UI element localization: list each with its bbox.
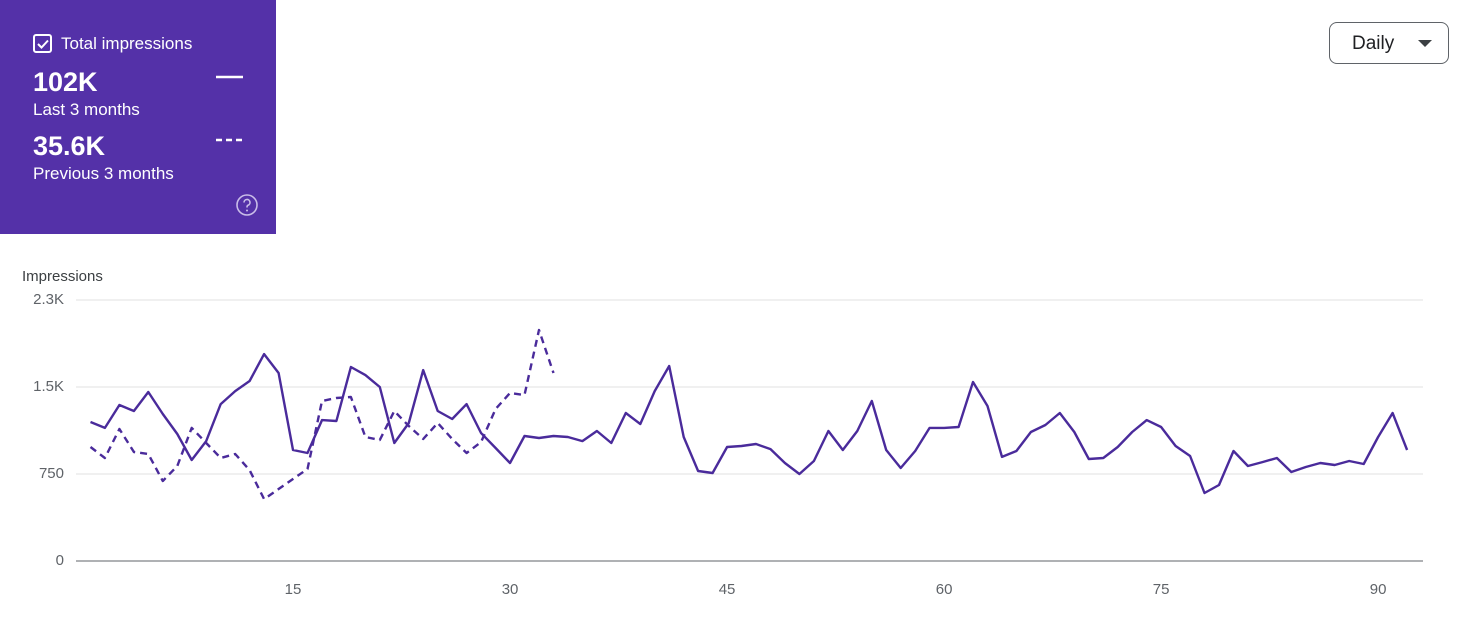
x-tick-label: 90 <box>1370 581 1387 598</box>
x-tick-label: 30 <box>502 581 519 598</box>
period-label: Previous 3 months <box>33 164 174 183</box>
metric-value: 102K <box>33 67 98 97</box>
y-tick-label: 1.5K <box>33 378 64 395</box>
period-label: Last 3 months <box>33 100 140 119</box>
y-tick-label: 2.3K <box>33 291 64 308</box>
x-tick-label: 60 <box>936 581 953 598</box>
metric-name: Total impressions <box>61 34 193 53</box>
checkbox[interactable] <box>32 33 54 55</box>
interval-dropdown[interactable]: Daily <box>1329 22 1449 64</box>
series-line <box>90 352 1409 495</box>
x-tick-label: 15 <box>285 581 302 598</box>
dropdown-arrow <box>1418 40 1432 47</box>
dropdown-value: Daily <box>1352 33 1395 54</box>
x-tick-label: 45 <box>719 581 736 598</box>
metric-card[interactable]: Total impressions 102K Last 3 months 35.… <box>0 0 276 234</box>
y-tick-label: 0 <box>56 552 64 569</box>
y-axis-label: Impressions <box>22 268 103 285</box>
legend-solid <box>216 75 243 79</box>
help-icon[interactable] <box>235 193 259 217</box>
y-tick-label: 750 <box>39 465 64 482</box>
series-line <box>89 328 555 501</box>
legend-dashed <box>216 138 243 142</box>
x-tick-label: 75 <box>1153 581 1170 598</box>
metric-value: 35.6K <box>33 131 106 161</box>
